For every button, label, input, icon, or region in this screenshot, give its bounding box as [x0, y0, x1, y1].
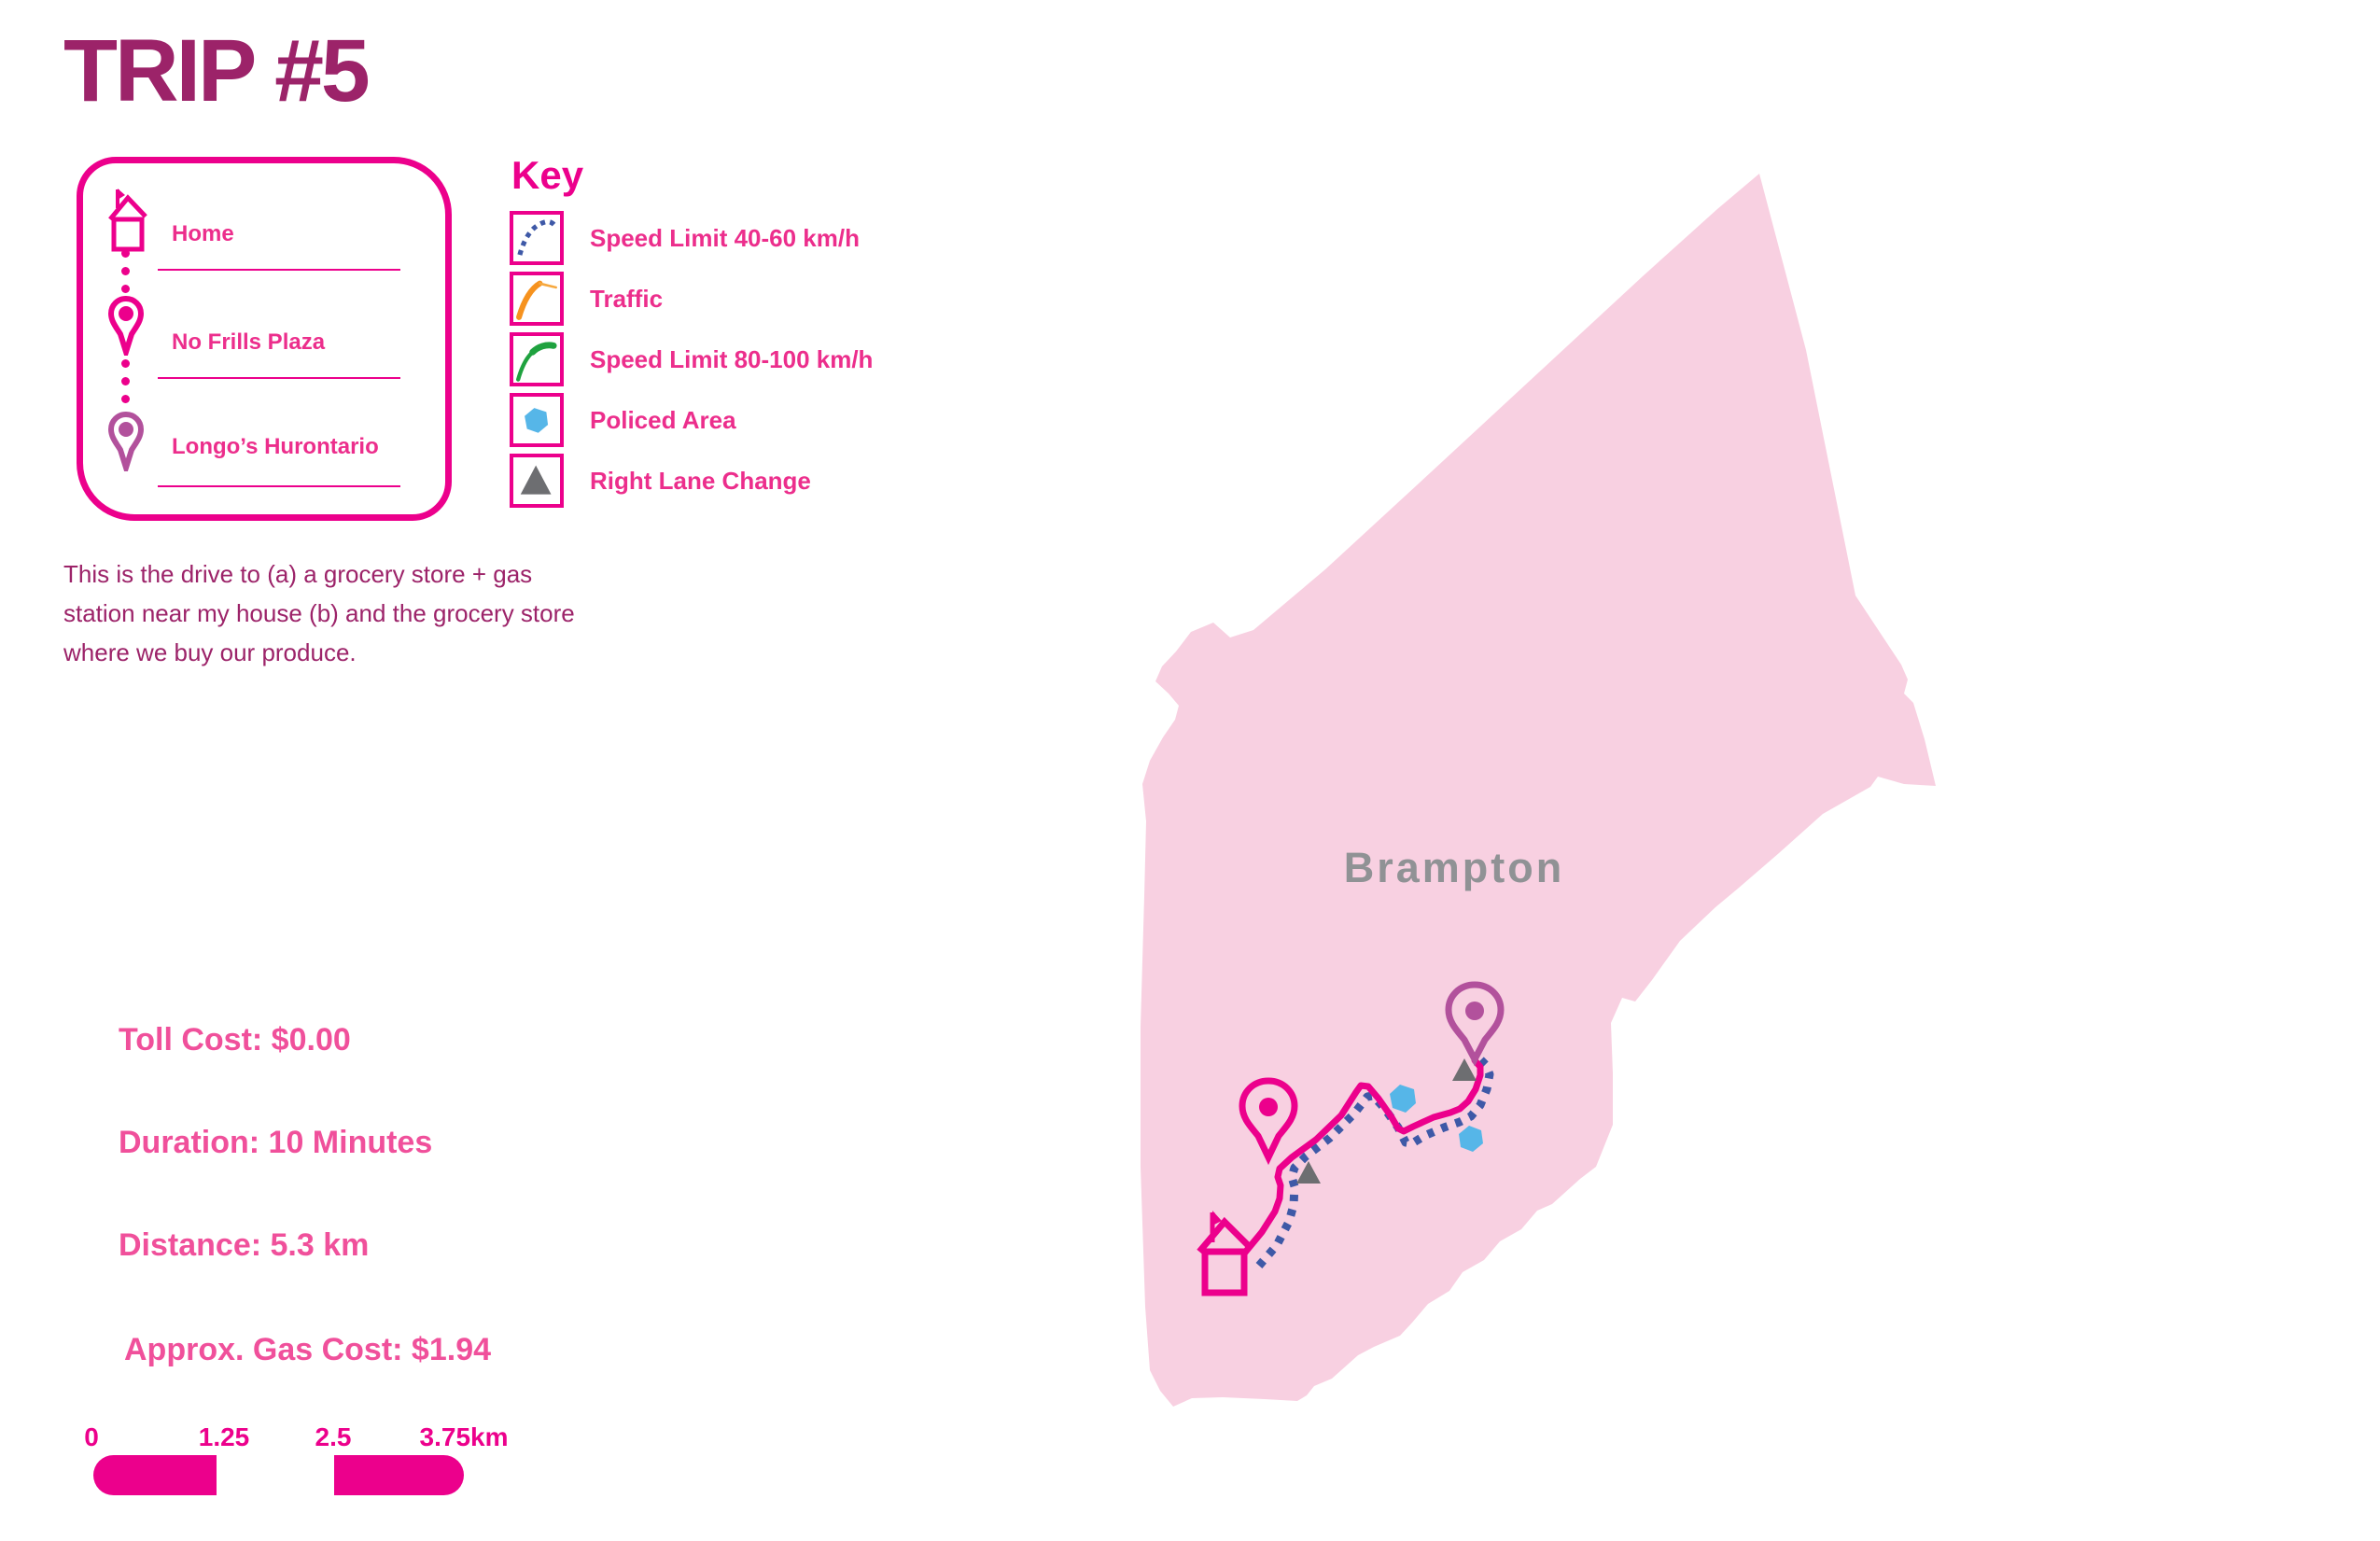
pin-icon: [108, 296, 144, 356]
scale-bar: [93, 1455, 464, 1495]
home-icon: [1197, 1211, 1253, 1296]
stat-duration: Duration: 10 Minutes: [119, 1125, 433, 1160]
stop-underline: [158, 377, 400, 379]
key-swatch: [510, 393, 564, 447]
key-swatch: [510, 332, 564, 386]
dotted-connector: [121, 249, 131, 293]
key-title: Key: [511, 153, 584, 197]
green-route-icon: [516, 342, 557, 382]
stop-label-no-frills: No Frills Plaza: [172, 329, 326, 355]
itinerary-box: Home No Frills Plaza Longo’s Hurontario: [77, 157, 452, 521]
scale-segment: [334, 1455, 464, 1495]
key-label: Speed Limit 40-60 km/h: [590, 223, 860, 252]
key-item-right-lane-change: Right Lane Change: [510, 454, 811, 508]
stat-toll-cost: Toll Cost: $0.00: [119, 1022, 351, 1058]
stop-label-longos: Longo’s Hurontario: [172, 434, 379, 459]
pin-icon: [1239, 1077, 1298, 1166]
route-line: [1240, 1057, 1484, 1257]
description-line: where we buy our produce.: [63, 638, 357, 666]
scale-segment: [93, 1455, 217, 1495]
scale-tick-2-5: 2.5: [315, 1422, 352, 1451]
page-title: TRIP #5: [63, 21, 371, 120]
route-speed-40-60: [1255, 1056, 1494, 1268]
policed-area-icon: [1390, 1085, 1416, 1113]
scale-tick-3-75: 3.75km: [419, 1422, 509, 1451]
stop-label-home: Home: [172, 221, 234, 246]
trip-description: This is the drive to (a) a grocery store…: [63, 554, 575, 672]
orange-route-icon: [516, 280, 557, 320]
key-item-policed-area: Policed Area: [510, 393, 736, 447]
key-label: Traffic: [590, 284, 664, 313]
key-item-speed-40-60: Speed Limit 40-60 km/h: [510, 211, 860, 265]
key-swatch: [510, 272, 564, 326]
map-region-label: Brampton: [1344, 844, 1565, 891]
key-label: Policed Area: [590, 405, 736, 434]
key-item-speed-80-100: Speed Limit 80-100 km/h: [510, 332, 873, 386]
stop-underline: [158, 485, 400, 487]
key-item-traffic: Traffic: [510, 272, 663, 326]
scale-tick-0: 0: [84, 1422, 99, 1451]
policed-area-icon: [1459, 1126, 1483, 1152]
stat-gas-cost: Approx. Gas Cost: $1.94: [124, 1332, 492, 1367]
stat-distance: Distance: 5.3 km: [119, 1227, 370, 1263]
scale-segment: [217, 1455, 334, 1495]
policed-hexagon-icon: [525, 408, 549, 433]
lane-change-triangle-icon: [520, 465, 552, 495]
key-label: Speed Limit 80-100 km/h: [590, 344, 874, 373]
dashed-blue-route-icon: [517, 218, 557, 256]
key-swatch: [510, 211, 564, 265]
lane-change-triangle-icon: [1296, 1161, 1321, 1184]
key-label: Right Lane Change: [590, 466, 811, 495]
stop-underline: [158, 269, 400, 271]
dotted-connector: [121, 359, 131, 403]
description-line: station near my house (b) and the grocer…: [63, 599, 575, 627]
scale-tick-1-25: 1.25: [198, 1422, 250, 1451]
key-swatch: [510, 454, 564, 508]
home-icon: [108, 189, 147, 252]
region-polygon: [1141, 174, 1936, 1407]
pin-icon-purple: [108, 412, 144, 471]
description-line: This is the drive to (a) a grocery store…: [63, 560, 533, 588]
lane-change-triangle-icon: [1452, 1058, 1477, 1081]
pin-icon-purple: [1445, 981, 1505, 1067]
